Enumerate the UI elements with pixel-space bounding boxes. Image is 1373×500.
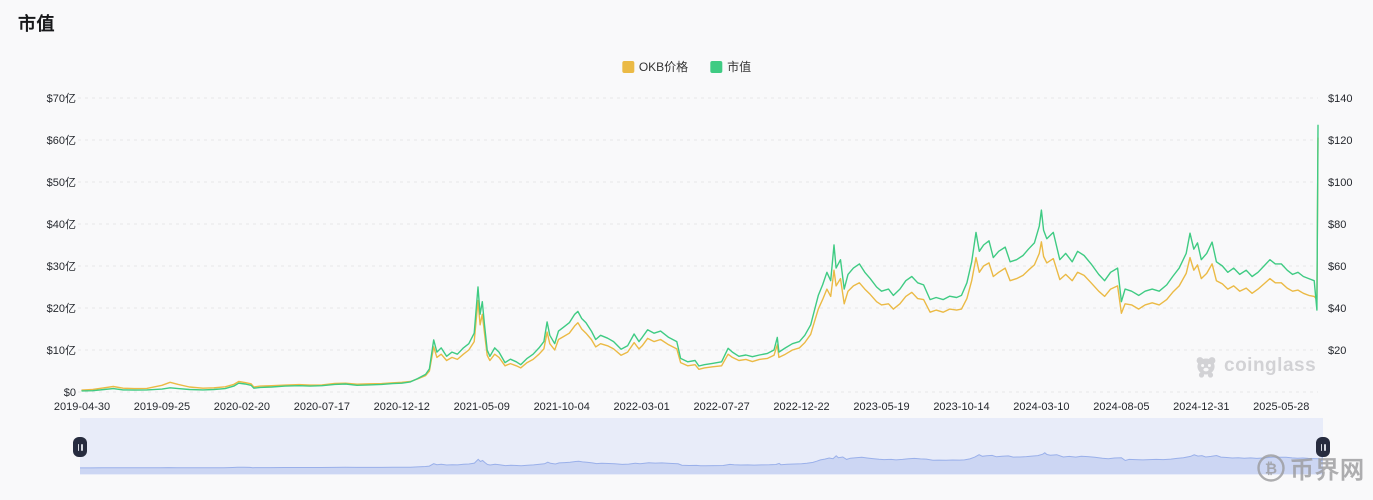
x-axis-tick-label: 2022-03-01 [614,401,670,413]
x-axis-tick-label: 2020-07-17 [294,401,350,413]
left-axis-tick-label: $0 [64,387,76,399]
right-axis-tick-label: $120 [1328,135,1352,147]
left-axis-tick-label: $20亿 [47,302,76,315]
market-cap-swatch-icon [710,60,723,73]
x-axis-tick-label: 2021-10-04 [534,401,590,413]
x-axis-tick-label: 2023-05-19 [853,401,909,413]
x-axis-tick-label: 2024-08-05 [1093,401,1149,413]
left-axis-tick-label: $60亿 [47,134,76,147]
right-axis-tick-label: $60 [1328,261,1346,273]
left-axis-tick-label: $40亿 [47,218,76,231]
x-axis-tick-label: 2022-07-27 [693,401,749,413]
okb-price-line-series [81,137,1319,391]
okb-price-swatch-icon [621,60,634,73]
page-title: 市值 [18,14,55,34]
market-cap-line-series [81,124,1319,392]
legend-item-market-cap[interactable]: 市值 [710,58,751,75]
right-axis-tick-label: $140 [1328,93,1352,105]
navigator-data-shadow [80,445,1323,474]
left-axis-tick-label: $30亿 [47,260,76,273]
legend-label: 市值 [727,60,752,74]
right-axis-tick-label: $20 [1328,345,1346,357]
navigator-right-drag-handle-icon[interactable] [1316,437,1330,457]
x-axis-tick-label: 2023-10-14 [933,401,989,413]
x-axis-tick-label: 2022-12-22 [773,401,829,413]
navigator-area-fill [80,445,1323,474]
x-axis-tick-label: 2020-02-20 [214,401,270,413]
x-axis-tick-label: 2024-03-10 [1013,401,1069,413]
left-axis-tick-label: $10亿 [47,344,76,357]
x-axis-tick-label: 2019-04-30 [54,401,110,413]
x-axis-tick-label: 2024-12-31 [1173,401,1229,413]
right-axis-tick-label: $80 [1328,219,1346,231]
navigator-left-drag-handle-icon[interactable] [73,437,87,457]
right-axis-tick-label: $100 [1328,177,1352,189]
x-axis-tick-label: 2019-09-25 [134,401,190,413]
left-axis-tick-label: $50亿 [47,176,76,189]
right-axis-tick-label: $40 [1328,303,1346,315]
legend-item-okb-price[interactable]: OKB价格 [621,58,689,75]
x-axis-tick-label: 2020-12-12 [374,401,430,413]
chart-legend: OKB价格 市值 [621,58,751,75]
x-axis-tick-label: 2025-05-28 [1253,401,1309,413]
navigator-area-line [80,445,1323,469]
legend-label: OKB价格 [638,60,689,74]
x-axis-tick-label: 2021-05-09 [454,401,510,413]
left-axis-tick-label: $70亿 [47,92,76,105]
